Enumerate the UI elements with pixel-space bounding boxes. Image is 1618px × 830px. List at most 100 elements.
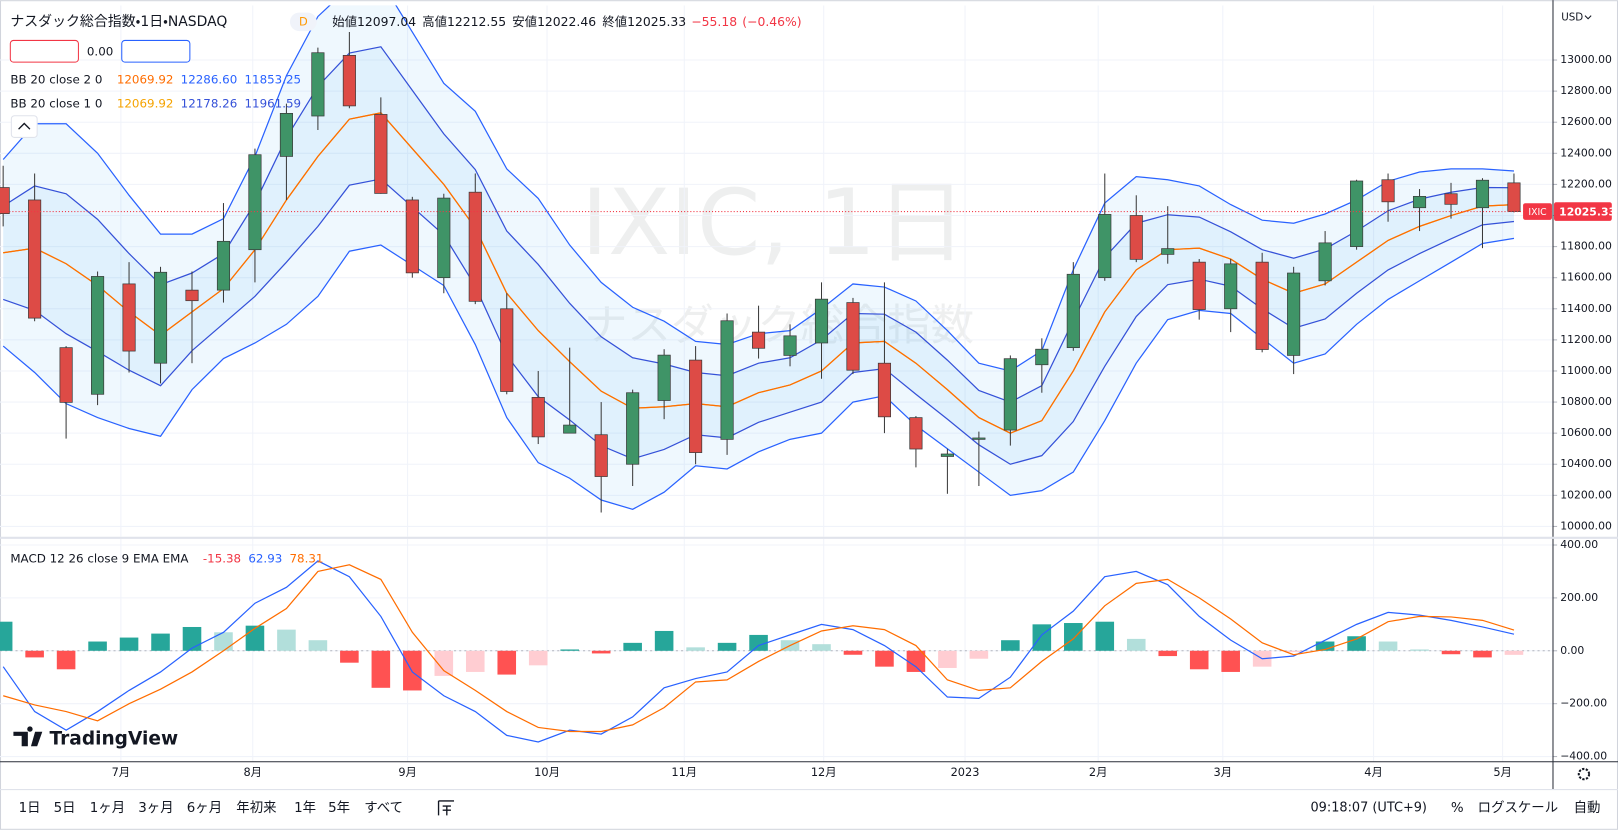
y-tick-label: 11000.00: [1560, 364, 1612, 377]
x-tick-label: 3月: [1214, 765, 1233, 779]
log-button[interactable]: ログスケール: [1478, 800, 1558, 816]
histogram-bar: [686, 647, 705, 651]
candle-body: [1035, 348, 1049, 366]
range-button[interactable]: 5日: [54, 801, 76, 816]
candle-body: [1098, 214, 1112, 279]
settings-gear[interactable]: [1577, 767, 1591, 781]
clock: 09:18:07 (UTC+9): [1310, 801, 1426, 816]
histogram-bar: [1441, 650, 1461, 655]
candle-body: [1444, 193, 1458, 205]
currency-caret[interactable]: [1584, 15, 1592, 20]
histogram-bar: [623, 642, 642, 651]
ohlc-value: 12097.04: [357, 14, 416, 28]
range-button[interactable]: 6ヶ月: [187, 801, 222, 816]
y-tick-label: 11400.00: [1560, 302, 1612, 315]
logo-icon: [13, 726, 43, 747]
range-button[interactable]: 3ヶ月: [138, 801, 173, 816]
y-tick-label: 11200.00: [1560, 333, 1612, 346]
histogram-bar: [182, 626, 202, 651]
compare-icon[interactable]: [437, 800, 455, 816]
histogram-bar: [245, 625, 265, 651]
candle-body: [594, 434, 608, 477]
candle-body: [1475, 179, 1490, 209]
histogram-bar: [1158, 650, 1178, 657]
indicator-legend: BB 20 close 1 0 12069.92 12178.26 11961.59: [10, 96, 301, 110]
currency[interactable]: USD: [1561, 12, 1583, 24]
collapse-icon[interactable]: [18, 122, 31, 130]
price-box: [121, 39, 191, 63]
indicator-label: BB 20 close 1 0: [10, 96, 102, 110]
ohlc-value: 12025.33: [627, 14, 686, 28]
candle-body: [468, 191, 482, 302]
candle-body: [1412, 196, 1427, 209]
macd-pane: [0, 538, 1553, 762]
histogram-bar: [1315, 641, 1335, 651]
histogram-bar: [528, 650, 548, 666]
histogram-bar: [1189, 650, 1209, 670]
range-button[interactable]: すべて: [364, 800, 403, 816]
percent-button[interactable]: %: [1451, 801, 1464, 816]
x-tick-label: 2月: [1089, 765, 1108, 779]
candle-body: [1161, 248, 1175, 255]
histogram-bar: [308, 640, 328, 651]
range-button[interactable]: 1年: [294, 800, 316, 816]
range-button[interactable]: 1ヶ月: [90, 801, 125, 816]
histogram-bar: [0, 621, 13, 651]
interval-badge-box[interactable]: [289, 12, 317, 32]
y-tick-label: 400.00: [1560, 538, 1598, 551]
y-tick-label: 10800.00: [1560, 395, 1612, 408]
histogram-bar: [214, 632, 233, 651]
histogram-bar: [88, 641, 107, 651]
ohlc-label: 高値: [422, 13, 447, 28]
candle-body: [59, 347, 73, 403]
indicator-value: 12286.60: [181, 72, 238, 86]
range-button[interactable]: 年初来: [236, 800, 276, 816]
y-tick-label: 12600.00: [1560, 115, 1612, 128]
candle-body: [940, 453, 954, 457]
candle-body: [28, 199, 42, 319]
histogram-bar: [591, 650, 611, 654]
x-tick-label: 8月: [243, 765, 262, 779]
candle-body: [1350, 180, 1364, 247]
histogram-bar: [1095, 621, 1115, 651]
candle-body: [783, 335, 797, 356]
candle-body: [1507, 182, 1521, 212]
histogram-bar: [403, 650, 422, 691]
range-button[interactable]: 5年: [328, 800, 350, 816]
y-tick-label: 10200.00: [1560, 488, 1612, 501]
candle-body: [405, 199, 419, 274]
collapse-button[interactable]: [10, 115, 38, 138]
macd-value: 62.93: [248, 551, 282, 565]
indicator-value: 11961.59: [244, 96, 301, 110]
macd-label: MACD 12 26 close 9 EMA EMA: [10, 551, 189, 565]
y-tick-label: 13000.00: [1560, 53, 1612, 66]
candle-body: [720, 320, 734, 440]
candle-body: [122, 283, 136, 352]
candle-body: [0, 187, 10, 214]
candle-body: [531, 397, 545, 438]
x-tick-label: 12月: [811, 765, 837, 779]
auto-button[interactable]: 自動: [1574, 800, 1601, 816]
candle-body: [626, 392, 640, 465]
candle-body: [311, 52, 325, 117]
interval-badge[interactable]: D: [299, 14, 308, 28]
indicator-value: 12069.92: [117, 72, 174, 86]
macd-value: -15.38: [203, 551, 241, 565]
y-tick-label: 10400.00: [1560, 457, 1612, 470]
range-button[interactable]: 1日: [19, 801, 41, 816]
histogram-bar: [1221, 650, 1240, 672]
ohlc-value: 12022.46: [537, 14, 596, 28]
y-tick-label: 12400.00: [1560, 146, 1612, 159]
candle-body: [1318, 242, 1332, 282]
x-tick-label: 2023: [951, 765, 980, 779]
histogram-bar: [560, 649, 579, 651]
y-tick-label: 200.00: [1560, 591, 1598, 604]
histogram-bar: [1032, 624, 1052, 651]
x-tick-label: 4月: [1364, 765, 1383, 779]
candle-body: [814, 298, 829, 344]
price-box: [9, 39, 79, 63]
price-tag-value: 12025.33: [1559, 206, 1616, 219]
